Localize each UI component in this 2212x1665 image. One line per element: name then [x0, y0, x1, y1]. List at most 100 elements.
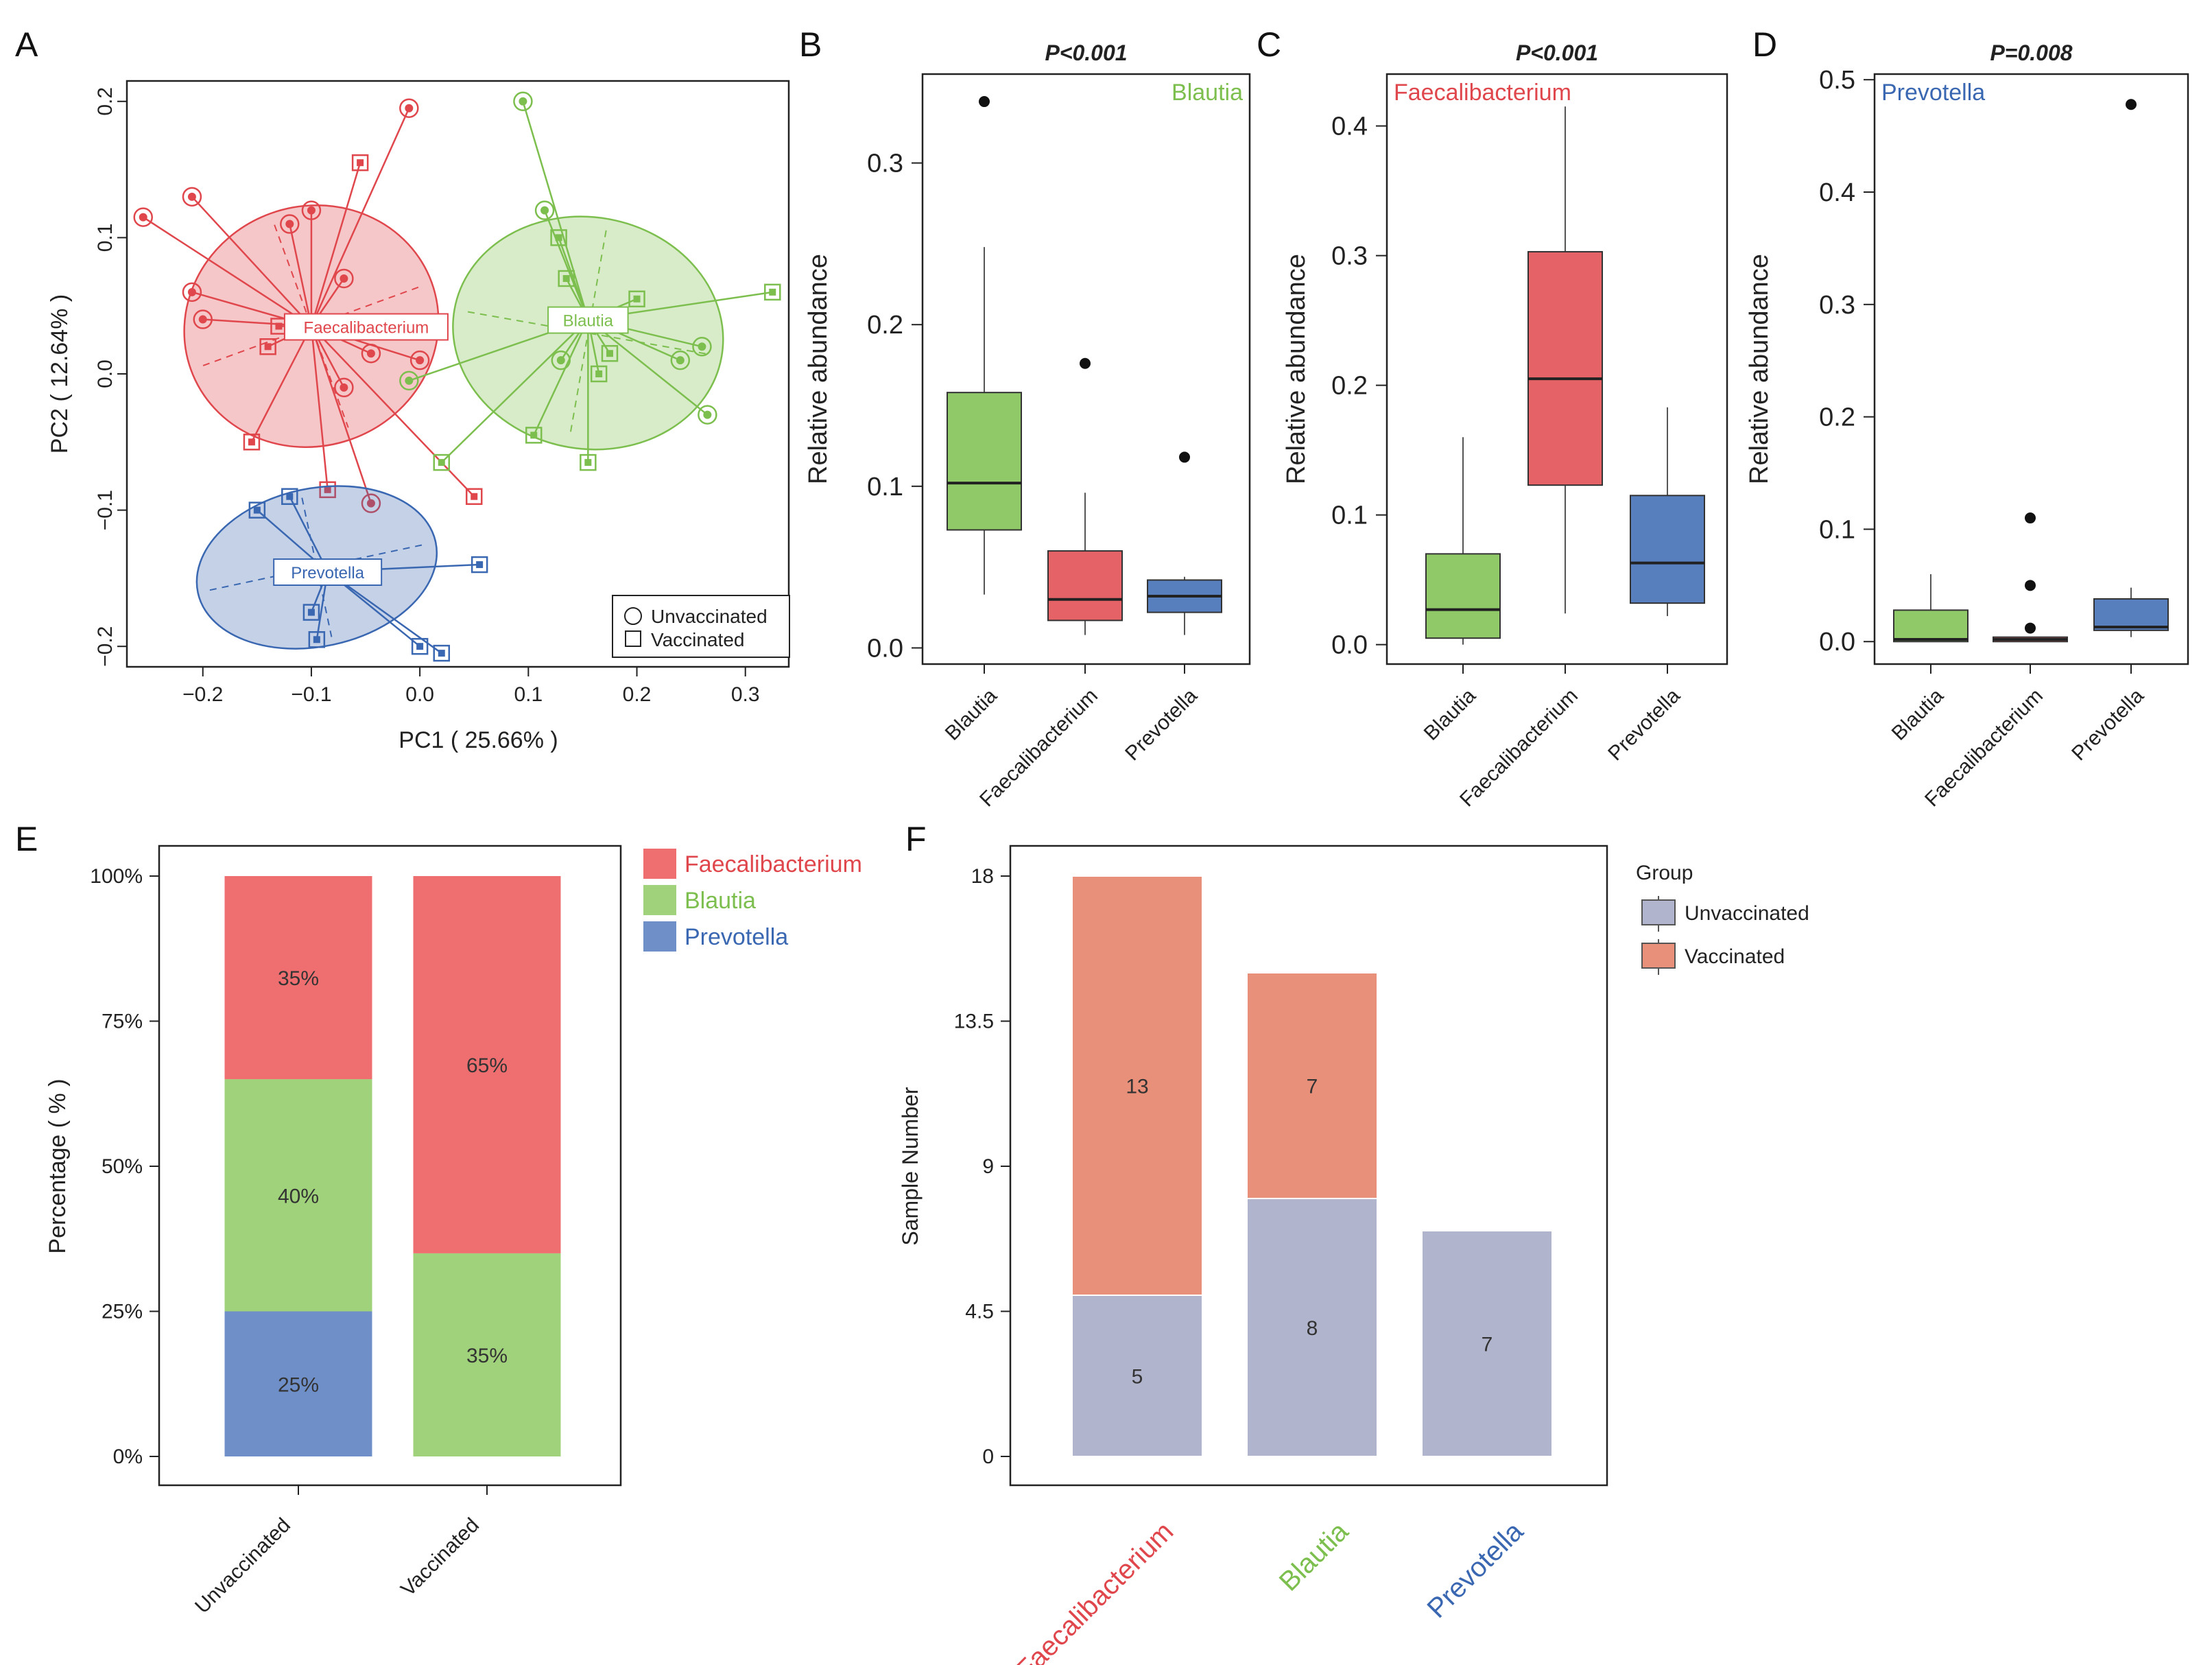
y-tick-label: 0.3 [867, 150, 903, 178]
spider-line [250, 325, 313, 442]
panel-a-pca: Faecalibacterium Blautia Prevotella −0.2 −0.… [47, 80, 790, 753]
y-tick-label: 0.1 [1819, 515, 1855, 544]
box-prevotella [1630, 495, 1705, 604]
point-vaccinated [764, 283, 781, 301]
point-unvaccinated [361, 493, 381, 513]
point-core [595, 370, 603, 377]
point-vaccinated [308, 631, 326, 648]
bar-segment-unvaccinated [1071, 1295, 1203, 1457]
point-core [698, 342, 706, 351]
legend-entry: Blautia [685, 888, 756, 914]
inset-genus-label: Prevotella [1881, 80, 1985, 106]
box-blautia [1425, 553, 1501, 639]
bar-segment-vaccinated [1246, 972, 1378, 1199]
point-core [366, 349, 375, 358]
panel-e-stacked-bar: 0% 25% 50% 75% 100% Percentage ( % ) 25% 40% 35%… [45, 845, 862, 1618]
y-tick-label: 13.5 [954, 1011, 994, 1033]
y-axis-label: Relative abundance [804, 254, 833, 484]
point-unvaccinated [182, 187, 202, 207]
point-core [530, 432, 538, 439]
point-core [676, 356, 685, 365]
point-core [275, 322, 283, 330]
panel-f-stacked-bar: 0 4.5 9 13.5 18 Sample Number 5 13 Faecalibacter… [898, 845, 1809, 1665]
bar-segment-label: 35% [278, 967, 319, 990]
x-tick-label: Faecalibacterium [1010, 1516, 1179, 1665]
point-core [340, 274, 348, 283]
point-core [286, 493, 294, 500]
y-tick-label: 0.0 [1331, 631, 1368, 660]
bar-segment-label: 65% [466, 1054, 508, 1077]
bar-segment-prevotella [224, 1311, 372, 1456]
y-tick-label: 0.1 [94, 224, 117, 252]
point-vaccinated [628, 290, 645, 308]
point-unvaccinated [534, 200, 555, 220]
box-outlier [2126, 99, 2137, 110]
box-blautia [947, 392, 1022, 531]
point-core [248, 438, 255, 446]
bar-segment-unvaccinated [1421, 1230, 1553, 1457]
point-unvaccinated [182, 282, 202, 303]
point-vaccinated [281, 488, 298, 505]
centroid-label-blautia: Blautia [563, 312, 614, 331]
point-unvaccinated [334, 268, 354, 289]
point-unvaccinated [670, 350, 691, 370]
box-faecalibacterium [1047, 550, 1123, 622]
y-tick-label: 4.5 [965, 1301, 994, 1323]
point-core [769, 288, 776, 296]
point-core [285, 220, 294, 228]
panel-label-e: E [15, 820, 38, 858]
panel-label-f: F [905, 820, 927, 858]
box-faecalibacterium [1527, 250, 1603, 486]
plot-frame [1873, 73, 2189, 665]
centroid-label-box [547, 306, 629, 334]
box-blautia [1893, 609, 1969, 643]
y-tick-label: 100% [90, 865, 143, 888]
x-tick-label: 0.3 [731, 683, 760, 706]
y-axis-label: Relative abundance [1745, 254, 1774, 484]
panel-label-a: A [15, 25, 38, 64]
point-core [366, 499, 375, 508]
panel-labels: A B C D E F [15, 25, 1777, 858]
x-tick-label: Prevotella [1604, 684, 1685, 765]
y-tick-label: 0.2 [867, 311, 903, 340]
legend-entry: Faecalibacterium [685, 851, 862, 877]
x-axis-label: PC1 ( 25.66% ) [399, 727, 558, 753]
panel-d-boxplot: P=0.008Prevotella0.00.10.20.30.40.5Relat… [1745, 40, 2189, 811]
spider-line [191, 196, 312, 327]
point-core [405, 376, 414, 385]
y-axis-label: Sample Number [898, 1087, 923, 1246]
point-core [313, 636, 320, 643]
y-tick-label: 0% [113, 1445, 143, 1468]
point-vaccinated [465, 488, 483, 505]
panel-label-d: D [1752, 25, 1777, 64]
bar-segment-faecalibacterium [413, 876, 561, 1253]
spider-line [310, 162, 361, 327]
y-tick-label: 0.0 [94, 359, 117, 388]
x-tick-label: Prevotella [1121, 684, 1202, 765]
y-tick-label: 0.2 [1331, 372, 1368, 401]
point-core [703, 410, 712, 419]
centroid-label-prevotella: Prevotella [291, 564, 364, 582]
point-core [139, 213, 147, 222]
legend-vaccinated: Vaccinated [651, 629, 744, 650]
bar-segment-label: 7 [1307, 1076, 1318, 1098]
point-vaccinated [248, 501, 266, 519]
y-tick-label: 0.0 [1819, 628, 1855, 657]
x-tick-label: −0.1 [291, 683, 331, 706]
spider-line [533, 319, 589, 436]
point-vaccinated [302, 604, 320, 621]
point-core [187, 192, 196, 201]
spider-line [310, 108, 410, 327]
point-core [405, 104, 414, 113]
inset-genus-label: Blautia [1172, 80, 1243, 106]
point-core [307, 206, 316, 215]
centroid-label-faecalibacterium: Faecalibacterium [304, 318, 429, 337]
y-tick-label: 0.0 [867, 634, 903, 663]
legend-entry: Unvaccinated [1685, 902, 1809, 925]
legend-entry: Vaccinated [1685, 945, 1785, 968]
bar-segment-label: 35% [466, 1345, 508, 1367]
point-core [416, 643, 424, 650]
centroid-label-box [283, 313, 449, 341]
point-unvaccinated [409, 350, 430, 370]
point-unvaccinated [698, 405, 717, 425]
